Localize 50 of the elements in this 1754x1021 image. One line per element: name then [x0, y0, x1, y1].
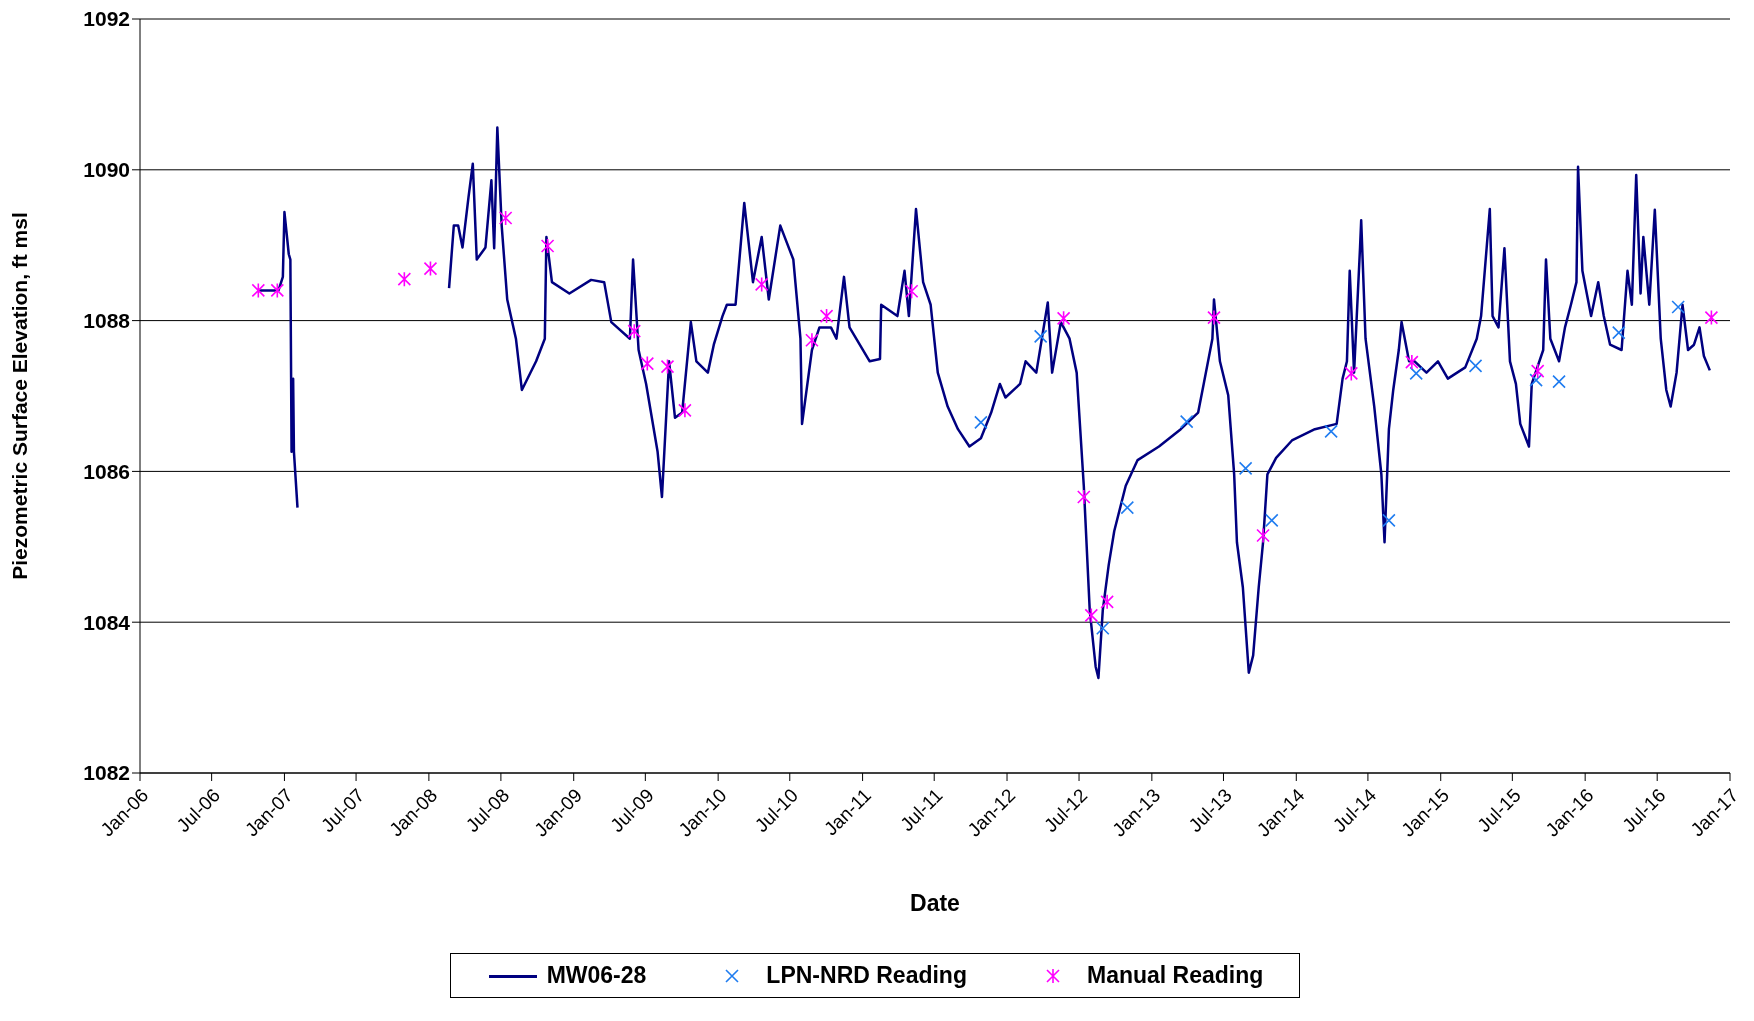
point — [1264, 513, 1279, 528]
point — [805, 332, 819, 348]
point — [1382, 513, 1396, 528]
y-tick-label: 1082 — [83, 761, 130, 785]
point — [1552, 374, 1566, 389]
x-axis-title: Date — [910, 890, 960, 916]
point — [1529, 373, 1543, 387]
point — [1324, 424, 1338, 439]
legend-label: LPN-NRD Reading — [766, 962, 967, 989]
point — [1344, 365, 1359, 382]
point — [540, 238, 555, 254]
point — [1056, 310, 1071, 327]
point — [251, 282, 266, 299]
point — [1179, 414, 1194, 429]
y-tick-label: 1084 — [83, 610, 131, 634]
point — [1405, 354, 1419, 370]
point — [1033, 329, 1048, 344]
point — [1409, 366, 1423, 381]
point — [1076, 489, 1091, 505]
point — [660, 358, 675, 375]
point — [904, 283, 919, 299]
point — [640, 355, 655, 372]
point — [974, 415, 988, 430]
point — [1120, 500, 1135, 515]
y-tick-label: 1086 — [83, 459, 130, 483]
point — [1100, 594, 1114, 610]
y-tick-label: 1090 — [83, 158, 130, 182]
y-tick-label: 1092 — [83, 7, 130, 31]
point — [1704, 309, 1719, 326]
point — [1084, 607, 1099, 624]
y-tick-label: 1088 — [83, 309, 131, 333]
point — [819, 308, 834, 324]
point — [270, 282, 285, 299]
point — [1207, 309, 1221, 326]
point — [1468, 359, 1483, 373]
point — [1671, 300, 1685, 314]
point — [1612, 325, 1626, 340]
point — [627, 323, 642, 339]
point — [1095, 621, 1110, 636]
point — [397, 271, 412, 287]
point — [423, 260, 438, 277]
point — [1530, 363, 1545, 379]
point — [754, 276, 769, 293]
point — [678, 402, 692, 419]
point — [498, 210, 513, 226]
legend-label: MW06-28 — [546, 962, 647, 989]
point — [1256, 527, 1270, 544]
legend-label: Manual Reading — [1086, 962, 1264, 989]
point — [1238, 461, 1253, 476]
y-axis-title: Piezometric Surface Elevation, ft msl — [8, 212, 32, 580]
